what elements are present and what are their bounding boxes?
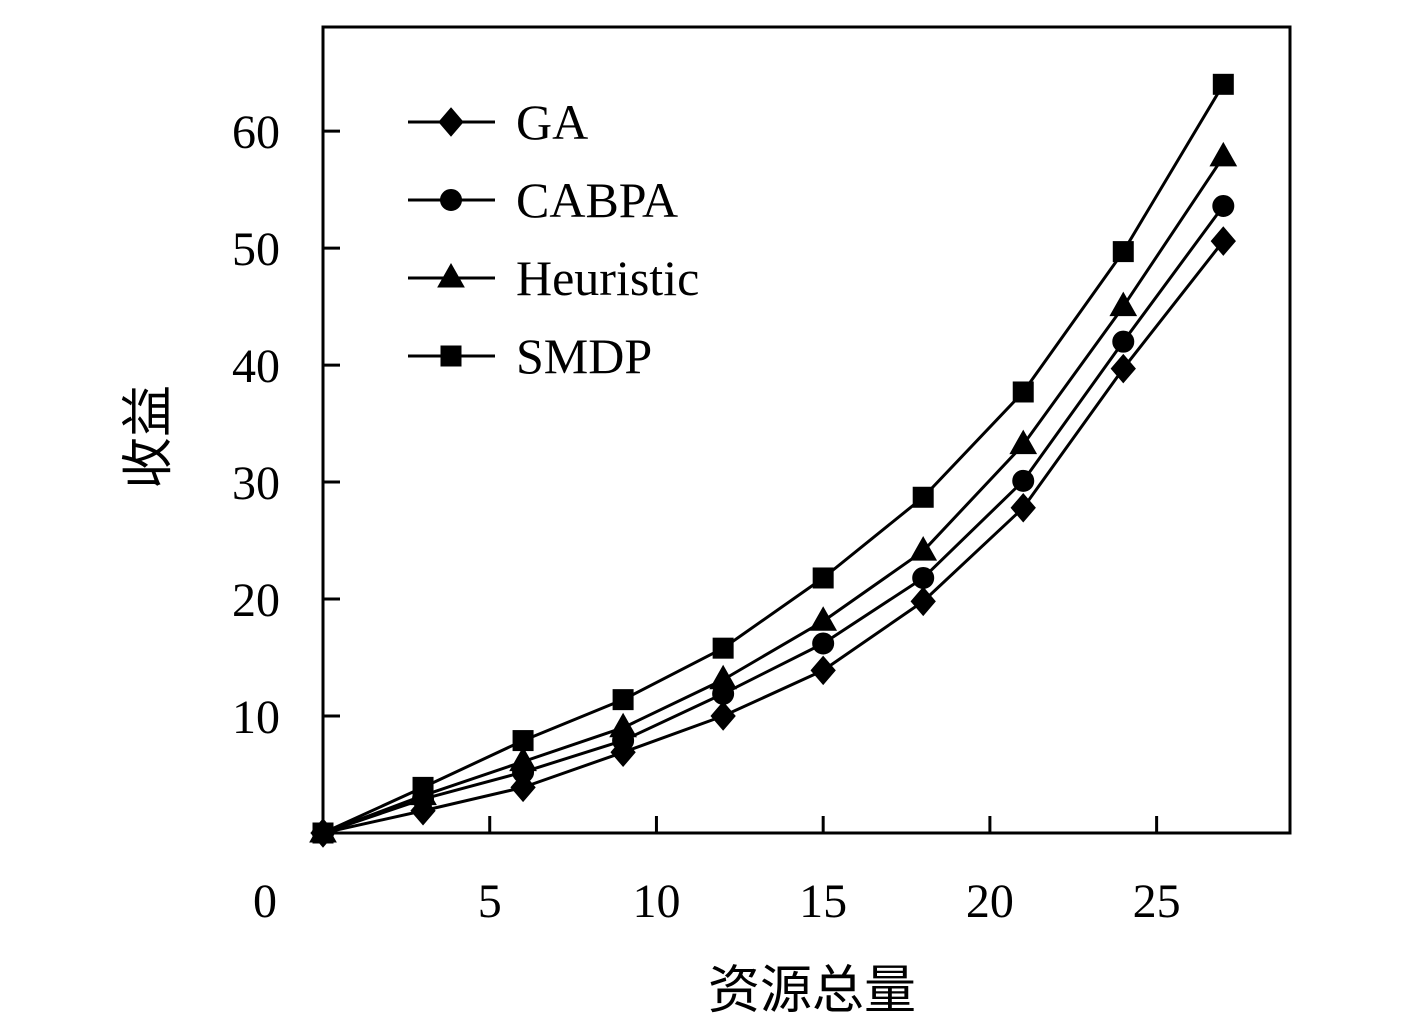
y-tick-label-20: 20 <box>232 574 280 627</box>
x-tick-label-15: 15 <box>799 875 847 928</box>
series-heuristic-point-15 <box>809 606 838 631</box>
legend-item-ga: GA <box>408 94 588 150</box>
series-heuristic-point-12 <box>709 664 737 690</box>
series-ga-point-24 <box>1110 353 1136 384</box>
legend-label-ga: GA <box>516 94 588 150</box>
y-tick-label-30: 30 <box>232 457 280 510</box>
series-smdp-point-24 <box>1112 241 1134 263</box>
series-heuristic-line <box>322 156 1225 835</box>
x-tick-label-20: 20 <box>966 875 1014 928</box>
series-cabpa-line <box>322 205 1225 835</box>
series-layer <box>309 73 1238 848</box>
series-cabpa-point-24 <box>1112 330 1135 353</box>
series-ga-point-18 <box>910 586 936 617</box>
y-axis-ticks: 10 20 30 40 50 60 <box>232 106 340 744</box>
x-axis-label: 资源总量 <box>708 963 916 1020</box>
series-smdp-point-21 <box>1012 381 1034 403</box>
series-ga-line <box>322 240 1225 835</box>
legend-item-smdp: SMDP <box>408 328 652 384</box>
legend-item-cabpa: CABPA <box>408 172 678 228</box>
legend: GA CABPA Heuristic SMDP <box>408 94 699 384</box>
x-tick-label-10: 10 <box>632 875 680 928</box>
series-ga <box>310 226 1236 848</box>
legend-label-smdp: SMDP <box>516 328 652 384</box>
series-heuristic-point-27 <box>1209 141 1238 167</box>
series-ga-point-15 <box>810 655 836 686</box>
series-smdp-point-15 <box>812 567 834 589</box>
series-cabpa-point-18 <box>912 566 935 589</box>
series-heuristic-point-6 <box>509 746 537 772</box>
legend-item-heuristic: Heuristic <box>408 250 699 306</box>
series-heuristic-point-24 <box>1109 291 1138 317</box>
series-heuristic-point-18 <box>909 536 938 561</box>
series-smdp-point-18 <box>912 486 934 508</box>
series-heuristic <box>309 141 1238 843</box>
legend-marker-ga <box>438 107 464 137</box>
series-smdp-point-12 <box>712 637 734 659</box>
y-tick-label-60: 60 <box>232 106 280 159</box>
series-smdp <box>312 73 1234 844</box>
series-smdp-point-9 <box>612 689 634 711</box>
x-tick-label-5: 5 <box>478 875 502 928</box>
y-axis-label: 收益 <box>121 385 178 489</box>
legend-marker-cabpa <box>440 189 462 211</box>
origin-label: 0 <box>253 875 277 928</box>
y-tick-label-40: 40 <box>232 340 280 393</box>
legend-label-cabpa: CABPA <box>516 172 678 228</box>
legend-marker-heuristic <box>437 262 465 288</box>
series-smdp-line <box>322 83 1225 835</box>
series-heuristic-point-9 <box>609 712 637 738</box>
series-heuristic-point-21 <box>1009 429 1038 455</box>
series-ga-point-21 <box>1010 493 1036 523</box>
y-tick-label-50: 50 <box>232 223 280 276</box>
series-smdp-point-3 <box>412 776 434 798</box>
y-tick-label-10: 10 <box>232 691 280 744</box>
plot-frame <box>321 25 1292 835</box>
series-cabpa-point-21 <box>1012 469 1035 492</box>
legend-marker-smdp <box>440 345 462 367</box>
series-cabpa-point-27 <box>1212 194 1235 217</box>
x-tick-label-25: 25 <box>1133 875 1181 928</box>
x-axis-ticks: 5 10 15 20 25 <box>478 816 1181 928</box>
series-ga-point-12 <box>710 701 736 731</box>
series-smdp-point-0 <box>312 822 334 844</box>
series-cabpa-point-15 <box>812 632 835 655</box>
series-smdp-point-27 <box>1212 73 1234 95</box>
series-smdp-point-6 <box>512 730 534 752</box>
series-ga-point-27 <box>1210 226 1236 256</box>
legend-label-heuristic: Heuristic <box>516 250 699 306</box>
